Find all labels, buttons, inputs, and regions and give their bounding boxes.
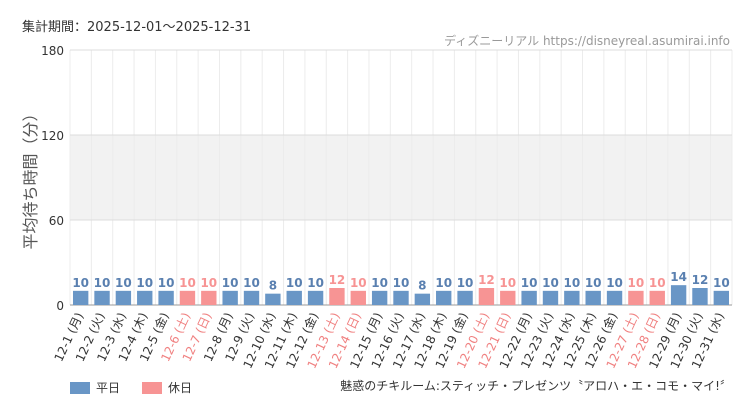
- bar-value-label: 10: [521, 276, 538, 290]
- bar-value-label: 10: [286, 276, 303, 290]
- y-tick-label: 180: [41, 44, 64, 58]
- legend-item-weekday: 平日: [70, 379, 120, 396]
- bar-value-label: 10: [606, 276, 623, 290]
- bar-value-label: 10: [649, 276, 666, 290]
- bar-value-label: 10: [585, 276, 602, 290]
- bar: [585, 290, 601, 305]
- bar-value-label: 10: [243, 276, 260, 290]
- bar: [243, 290, 260, 305]
- bar: [670, 285, 687, 305]
- bar-value-label: 10: [435, 276, 452, 290]
- bar: [713, 290, 730, 305]
- bar: [72, 290, 89, 305]
- bar-value-label: 10: [713, 276, 730, 290]
- bar-value-label: 10: [136, 276, 153, 290]
- bar: [521, 290, 537, 305]
- bar: [350, 290, 366, 305]
- bar-value-label: 10: [542, 276, 559, 290]
- bar-value-label: 10: [179, 276, 196, 290]
- bar-value-label: 10: [628, 276, 645, 290]
- bar: [500, 290, 516, 305]
- y-tick-label: 60: [49, 214, 64, 228]
- bar: [201, 290, 217, 305]
- bar-value-label: 14: [670, 270, 687, 284]
- period-label: 集計期間：2025-12-01～2025-12-31: [22, 20, 252, 35]
- bar-value-label: 10: [200, 276, 217, 290]
- bar-value-label: 12: [692, 273, 709, 287]
- bar: [265, 293, 281, 305]
- bar-value-label: 10: [115, 276, 132, 290]
- bar-value-label: 10: [307, 276, 324, 290]
- bar-value-label: 10: [393, 276, 410, 290]
- bar: [692, 288, 708, 305]
- bar: [94, 290, 110, 305]
- bar-value-label: 8: [269, 279, 277, 293]
- y-axis-label: 平均待ち時間（分）: [21, 105, 40, 249]
- y-tick-label: 0: [56, 299, 64, 313]
- bar: [329, 288, 345, 305]
- bar-value-label: 10: [457, 276, 474, 290]
- bar: [606, 290, 623, 305]
- bar-value-label: 10: [499, 276, 516, 290]
- bar: [371, 290, 388, 305]
- y-tick-label: 120: [41, 129, 64, 143]
- site-credit: ディズニーリアル https://disneyreal.asumirai.inf…: [444, 34, 730, 48]
- bar: [158, 290, 174, 305]
- plot-band: [70, 135, 732, 220]
- bar-value-label: 10: [563, 276, 580, 290]
- bar-value-label: 12: [478, 273, 495, 287]
- bar-value-label: 10: [350, 276, 367, 290]
- attraction-title: 魅惑のチキルーム:スティッチ・プレゼンツ〝アロハ・エ・コモ・マイ!〞: [340, 379, 732, 393]
- bar: [457, 290, 473, 305]
- bar: [307, 290, 324, 305]
- legend-swatch-holiday: [142, 381, 163, 394]
- bar-value-label: 8: [418, 279, 426, 293]
- bar: [478, 288, 495, 305]
- bar: [628, 290, 644, 305]
- legend: 平日 休日: [70, 379, 214, 396]
- bar-value-label: 12: [329, 273, 346, 287]
- bar-value-label: 10: [94, 276, 111, 290]
- legend-item-holiday: 休日: [142, 379, 192, 396]
- bar: [564, 290, 580, 305]
- bar: [137, 290, 153, 305]
- legend-label-holiday: 休日: [168, 381, 193, 395]
- legend-label-weekday: 平日: [96, 381, 121, 395]
- bar-value-label: 10: [222, 276, 239, 290]
- bar: [115, 290, 132, 305]
- bar: [179, 290, 196, 305]
- bar-value-label: 10: [72, 276, 89, 290]
- bar: [542, 290, 559, 305]
- bar: [649, 290, 665, 305]
- bar: [436, 290, 452, 305]
- bar-value-label: 10: [371, 276, 388, 290]
- bar: [222, 290, 238, 305]
- bar: [414, 293, 431, 305]
- bar: [393, 290, 409, 305]
- bar-value-label: 10: [158, 276, 175, 290]
- bar: [286, 290, 302, 305]
- legend-swatch-weekday: [70, 381, 90, 394]
